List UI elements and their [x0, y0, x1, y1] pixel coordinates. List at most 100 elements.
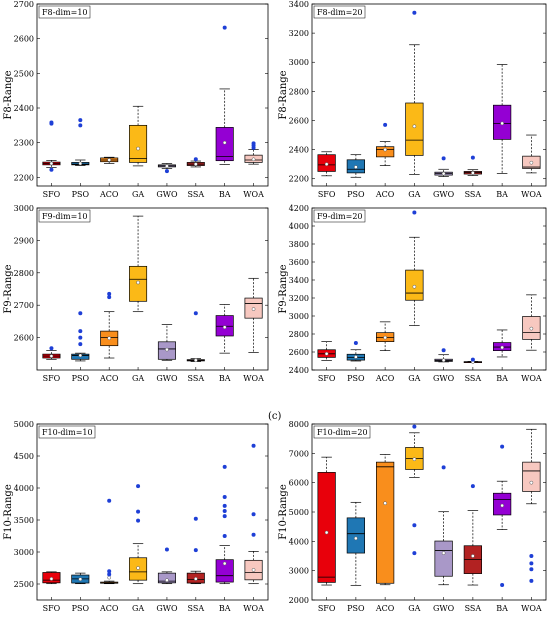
- y-tick-label: 3400: [289, 276, 309, 285]
- box-sfo: [317, 151, 336, 177]
- mean-marker: [251, 307, 256, 311]
- mean-marker: [412, 457, 417, 462]
- chart-title: F8-dim=20: [317, 8, 363, 17]
- mean-marker: [500, 121, 504, 126]
- x-tick-label: PSO: [72, 604, 90, 613]
- outlier-point: [193, 311, 198, 316]
- plot-frame: [36, 207, 269, 371]
- x-tick-label: SFO: [43, 374, 61, 383]
- box-pso: [346, 341, 366, 362]
- outlier-point: [78, 329, 83, 334]
- mean-marker: [324, 530, 329, 535]
- outlier-point: [49, 346, 54, 351]
- box-body: [376, 146, 395, 158]
- mean-marker: [193, 162, 198, 167]
- y-tick-label: 2500: [14, 580, 34, 589]
- outlier-point: [49, 167, 54, 172]
- mean-marker: [529, 480, 534, 485]
- outlier-point: [193, 157, 198, 162]
- y-tick-label: 2600: [14, 35, 34, 44]
- box-aco: [376, 321, 395, 351]
- box-ba: [493, 444, 512, 588]
- mean-marker: [49, 577, 54, 581]
- outlier-point: [529, 561, 534, 566]
- outlier-point: [441, 348, 446, 353]
- title-box: [313, 425, 371, 439]
- box-pso: [71, 572, 90, 585]
- box-aco: [100, 498, 119, 585]
- y-tick-label: 2900: [14, 236, 34, 245]
- box-sfo: [317, 456, 336, 586]
- outlier-point: [222, 509, 227, 514]
- mean-marker: [222, 325, 227, 330]
- y-tick-label: 2400: [289, 366, 309, 375]
- box-woa: [244, 277, 263, 353]
- outlier-point: [251, 512, 256, 517]
- x-tick-label: GA: [408, 374, 420, 383]
- y-tick-label: 3600: [289, 258, 309, 267]
- panel-label: (c): [268, 411, 282, 422]
- y-tick-label: 3000: [14, 204, 34, 213]
- outlier-point: [500, 583, 505, 588]
- y-tick-label: 2500: [14, 69, 34, 78]
- x-tick-label: WOA: [243, 374, 264, 383]
- outlier-point: [107, 295, 112, 300]
- y-tick-label: 2200: [14, 173, 34, 182]
- mean-marker: [49, 161, 54, 166]
- x-tick-label: ACO: [99, 190, 119, 199]
- mean-marker: [222, 561, 227, 566]
- chart-panel-2: 2200 2400 2600 2800 3000 3200 3400 F8-Range F8-d…: [278, 0, 547, 199]
- chart-panel-6: 2000 3000 4000 5000 6000 7000 8000 F10-Range F10…: [278, 420, 547, 613]
- y-axis-label: F10-Range: [278, 484, 289, 540]
- x-tick-label: PSO: [347, 604, 365, 613]
- box-ba: [493, 329, 512, 358]
- outlier-point: [251, 443, 256, 448]
- outlier-point: [412, 424, 417, 429]
- box-body: [346, 517, 366, 554]
- mean-marker: [441, 358, 446, 363]
- outlier-point: [412, 10, 417, 15]
- mean-marker: [383, 147, 387, 152]
- x-tick-label: GWO: [433, 374, 455, 383]
- mean-marker: [78, 577, 83, 582]
- x-tick-label: GWO: [156, 374, 178, 383]
- y-tick-label: 2800: [14, 269, 34, 278]
- x-tick-label: WOA: [243, 604, 264, 613]
- y-tick-label: 4500: [14, 452, 34, 461]
- x-tick-label: GA: [132, 604, 144, 613]
- x-tick-label: BA: [219, 374, 231, 383]
- chart-panel-1: 2200 2300 2400 2500 2600 2700 F8-Range F8-dim=1…: [3, 0, 269, 199]
- mean-marker: [165, 347, 169, 352]
- x-tick-label: WOA: [243, 190, 264, 199]
- box-ba: [215, 25, 234, 165]
- x-tick-label: SFO: [318, 604, 336, 613]
- y-tick-label: 4000: [289, 537, 309, 546]
- y-tick-label: 2700: [14, 301, 34, 310]
- x-tick-label: SSA: [188, 604, 205, 613]
- mean-marker: [251, 157, 256, 162]
- outlier-point: [193, 516, 198, 521]
- box-ga: [405, 210, 424, 326]
- y-tick-label: 2600: [289, 116, 309, 125]
- y-tick-label: 3200: [289, 294, 309, 303]
- mean-marker: [383, 501, 387, 506]
- box-sfo: [42, 346, 61, 360]
- box-ssa: [186, 157, 205, 168]
- x-tick-label: SSA: [188, 190, 205, 199]
- y-tick-label: 2800: [289, 87, 309, 96]
- y-axis-label: F9-Range: [3, 264, 14, 313]
- mean-marker: [107, 158, 112, 162]
- box-aco: [100, 291, 119, 359]
- mean-marker: [441, 551, 446, 555]
- box-woa: [522, 294, 541, 351]
- box-body: [405, 102, 424, 156]
- mean-marker: [529, 326, 534, 331]
- outlier-point: [78, 335, 83, 340]
- outlier-point: [136, 509, 141, 514]
- y-axis-label: F8-Range: [278, 70, 289, 119]
- box-ga: [129, 215, 148, 313]
- x-tick-label: SFO: [318, 374, 336, 383]
- outlier-point: [441, 156, 446, 161]
- mean-marker: [136, 280, 140, 285]
